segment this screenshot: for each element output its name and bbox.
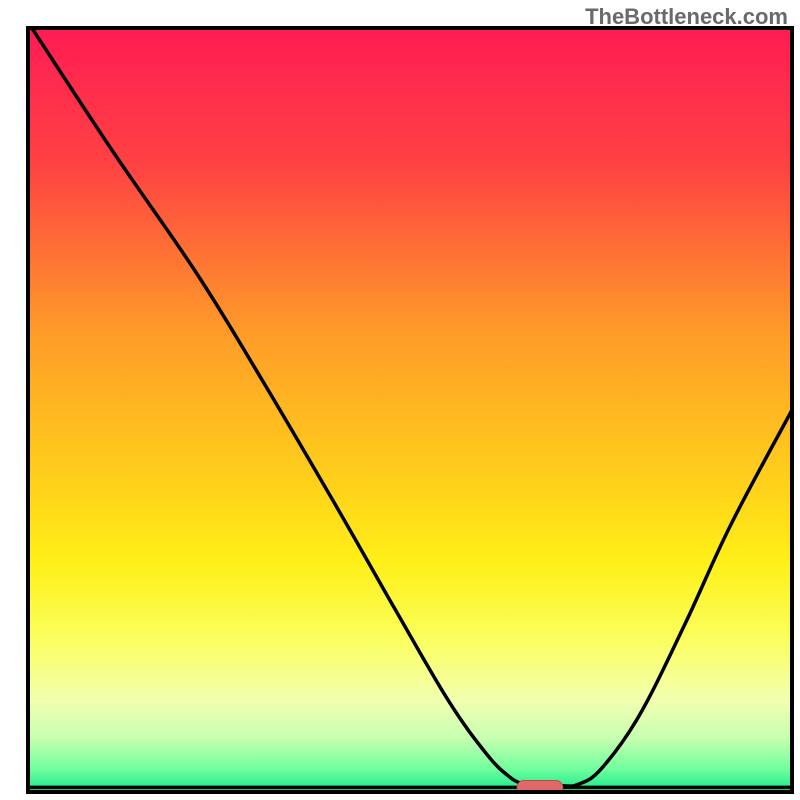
watermark-text: TheBottleneck.com xyxy=(585,4,788,30)
bottleneck-chart xyxy=(0,0,800,800)
gradient-background xyxy=(28,28,792,792)
